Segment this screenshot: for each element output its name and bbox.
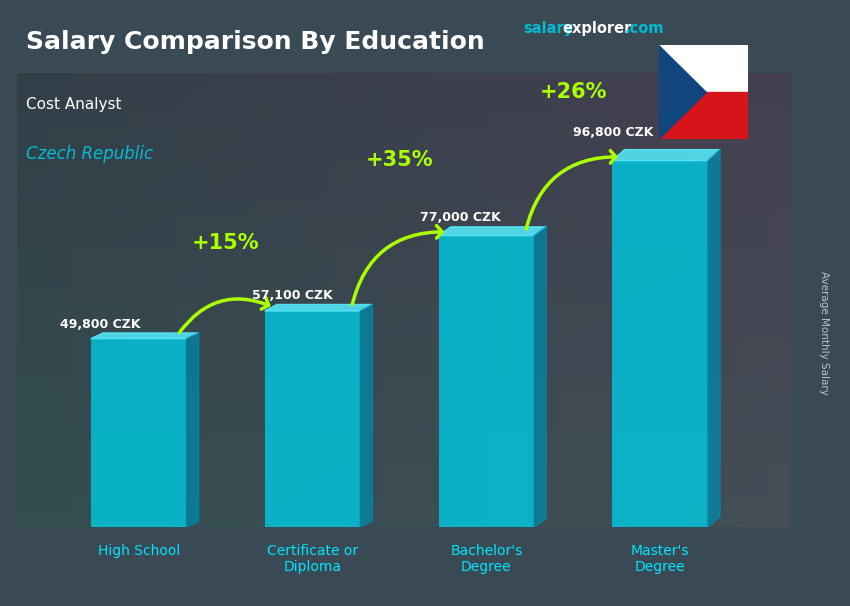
Polygon shape [612, 150, 720, 161]
Polygon shape [439, 227, 547, 236]
Text: salary: salary [523, 21, 573, 36]
Bar [659, 92, 748, 139]
Text: 77,000 CZK: 77,000 CZK [420, 211, 501, 224]
Text: +26%: +26% [540, 82, 607, 102]
Text: +35%: +35% [366, 150, 434, 170]
Bar [439, 236, 534, 527]
Polygon shape [264, 304, 372, 311]
Text: +15%: +15% [192, 233, 259, 253]
Text: Czech Republic: Czech Republic [26, 145, 153, 164]
Polygon shape [360, 304, 372, 527]
Text: explorer: explorer [563, 21, 632, 36]
Polygon shape [91, 333, 199, 339]
Text: Average Monthly Salary: Average Monthly Salary [819, 271, 829, 395]
Polygon shape [186, 333, 199, 527]
Polygon shape [659, 45, 706, 139]
Bar [612, 161, 708, 527]
Text: 57,100 CZK: 57,100 CZK [252, 289, 332, 302]
Text: Cost Analyst: Cost Analyst [26, 97, 121, 112]
Bar [264, 311, 360, 527]
Text: 96,800 CZK: 96,800 CZK [573, 125, 654, 139]
Text: 49,800 CZK: 49,800 CZK [60, 318, 141, 331]
Text: .com: .com [625, 21, 664, 36]
Bar [91, 339, 186, 527]
Text: Salary Comparison By Education: Salary Comparison By Education [26, 30, 484, 55]
Polygon shape [534, 227, 547, 527]
Polygon shape [708, 150, 720, 527]
Bar [659, 45, 748, 92]
